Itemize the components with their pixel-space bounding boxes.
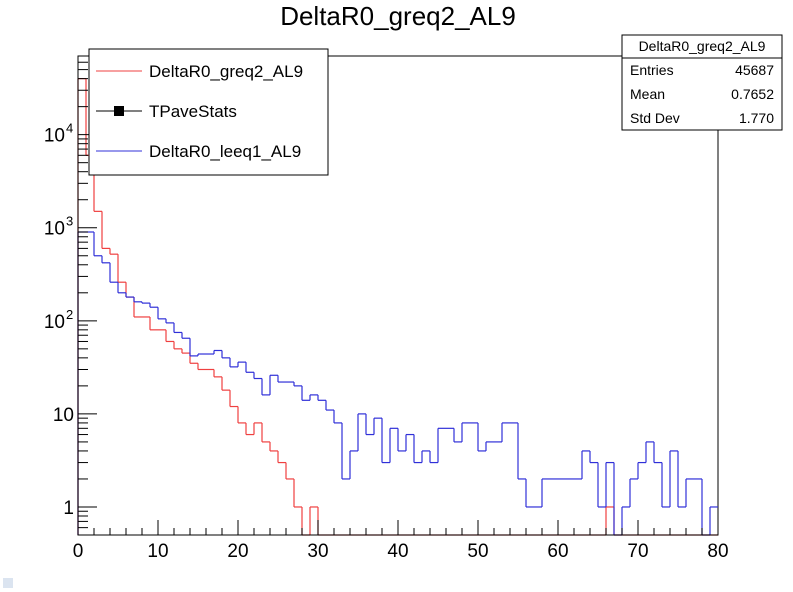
stats-stddev-value: 1.770 — [739, 110, 774, 126]
x-tick-label: 30 — [307, 541, 328, 562]
y-tick-label: 10 — [44, 312, 65, 333]
y-tick-label: 10 — [44, 219, 65, 240]
x-tick-label: 20 — [227, 541, 248, 562]
x-tick-label: 0 — [73, 541, 84, 562]
y-tick-exponent: 3 — [66, 214, 73, 229]
stats-entries-value: 45687 — [735, 62, 774, 78]
stats-box: DeltaR0_greq2_AL9 Entries 45687 Mean 0.7… — [621, 34, 783, 131]
legend-label-tpavestats: TPaveStats — [149, 102, 237, 121]
x-tick-label: 70 — [627, 541, 648, 562]
y-tick-exponent: 2 — [66, 307, 73, 322]
series-1 — [77, 231, 718, 536]
x-tick-label: 80 — [707, 541, 728, 562]
canvas-corner-marker — [3, 578, 13, 588]
x-tick-label: 60 — [547, 541, 568, 562]
x-tick-label: 50 — [467, 541, 488, 562]
y-tick-exponent: 4 — [66, 121, 73, 136]
legend-swatch-tpavestats-marker — [114, 106, 124, 116]
legend-box — [88, 48, 329, 176]
stats-stddev-label: Std Dev — [630, 110, 680, 126]
legend-label-leeq1: DeltaR0_leeq1_AL9 — [149, 142, 301, 161]
stats-box-title: DeltaR0_greq2_AL9 — [639, 38, 766, 54]
legend: DeltaR0_greq2_AL9 TPaveStats DeltaR0_lee… — [88, 48, 329, 176]
chart-title: DeltaR0_greq2_AL9 — [280, 1, 516, 31]
stats-mean-label: Mean — [630, 86, 665, 102]
stats-box-frame — [621, 34, 783, 131]
stats-mean-value: 0.7652 — [731, 86, 774, 102]
legend-label-greq2: DeltaR0_greq2_AL9 — [149, 62, 303, 81]
series-layer — [77, 78, 718, 536]
stats-entries-label: Entries — [630, 62, 674, 78]
y-tick-label: 10 — [53, 405, 74, 426]
y-tick-label: 10 — [44, 126, 65, 147]
y-tick-label: 1 — [63, 498, 74, 519]
x-tick-label: 10 — [147, 541, 168, 562]
x-tick-label: 40 — [387, 541, 408, 562]
